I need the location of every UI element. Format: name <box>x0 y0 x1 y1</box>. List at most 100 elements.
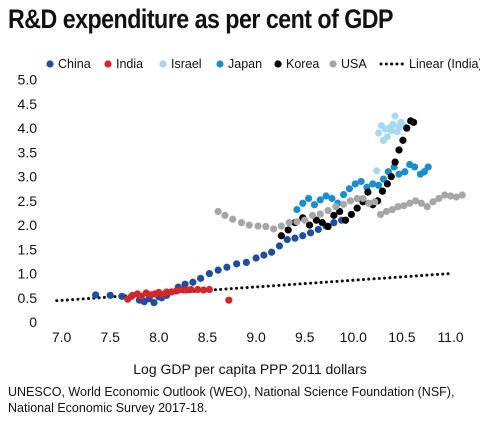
point-usa <box>324 206 332 215</box>
point-israel <box>389 120 397 128</box>
point-usa <box>423 203 431 211</box>
point-china <box>242 258 250 266</box>
point-israel <box>387 126 395 135</box>
x-tick-label: 11.0 <box>437 329 463 345</box>
point-china <box>275 242 284 250</box>
point-usa <box>339 200 348 208</box>
point-china <box>223 263 231 271</box>
data-points <box>92 112 466 307</box>
point-japan <box>424 163 432 171</box>
legend-marker-korea <box>274 60 282 68</box>
point-usa <box>353 194 361 203</box>
point-usa <box>388 205 396 214</box>
series-israel <box>373 112 408 175</box>
legend-label-israel: Israel <box>171 57 202 71</box>
point-usa <box>316 210 324 218</box>
y-tick-label: 1.0 <box>18 266 38 282</box>
point-japan <box>357 177 365 186</box>
point-china <box>181 280 189 288</box>
point-japan <box>304 194 313 203</box>
point-china <box>268 248 276 256</box>
legend-label-korea: Korea <box>286 57 319 71</box>
point-japan <box>322 192 330 200</box>
point-japan <box>293 205 301 214</box>
trendline <box>55 272 453 303</box>
point-usa <box>458 191 466 199</box>
scatter-chart: China India Israel Japan Korea USA Linear (Ind… <box>18 57 480 377</box>
legend-label-india: India <box>116 57 143 71</box>
point-china <box>291 234 299 242</box>
series-india <box>124 285 233 304</box>
point-korea <box>324 222 332 231</box>
y-axis: 0 0.5 1.0 1.5 2.0 2.5 3.0 3.5 4.0 4.5 5.0 <box>18 72 38 330</box>
y-tick-label: 1.5 <box>18 241 38 257</box>
point-china <box>118 292 126 300</box>
point-japan <box>374 181 383 189</box>
point-japan <box>410 163 419 171</box>
point-china <box>233 260 241 268</box>
point-china <box>106 291 114 299</box>
point-china <box>205 269 213 278</box>
legend: China India Israel Japan Korea USA Linear (Ind… <box>46 57 480 71</box>
point-usa <box>245 221 253 229</box>
point-japan <box>310 201 319 209</box>
point-usa <box>346 197 354 205</box>
point-usa <box>429 198 437 206</box>
point-korea <box>391 158 399 166</box>
point-korea <box>364 188 372 196</box>
point-korea <box>284 226 292 234</box>
point-usa <box>269 225 278 233</box>
point-usa <box>332 203 340 211</box>
point-usa <box>221 211 229 219</box>
point-korea <box>387 173 395 181</box>
point-usa <box>417 199 425 207</box>
point-korea <box>399 136 407 144</box>
point-india <box>194 285 202 294</box>
point-usa <box>365 199 373 207</box>
legend-marker-china <box>46 60 54 68</box>
point-usa <box>452 193 460 201</box>
legend-label-japan: Japan <box>228 57 262 71</box>
point-japan <box>401 168 409 176</box>
point-japan <box>328 194 336 203</box>
point-china <box>330 219 338 227</box>
point-china <box>92 291 100 299</box>
point-china <box>197 274 205 282</box>
point-china <box>314 225 322 234</box>
point-china <box>306 229 315 237</box>
point-israel <box>383 133 391 141</box>
legend-marker-india <box>104 60 112 68</box>
point-usa <box>394 203 402 211</box>
y-tick-label: 4.0 <box>18 120 38 136</box>
point-usa <box>441 191 449 199</box>
point-japan <box>369 180 377 188</box>
point-usa <box>308 211 317 219</box>
point-india <box>199 286 208 294</box>
trendline-india <box>55 272 453 303</box>
point-usa <box>411 197 420 205</box>
point-china <box>283 236 291 244</box>
point-india <box>225 296 233 304</box>
point-usa <box>376 210 385 219</box>
point-korea <box>330 211 338 219</box>
x-tick-label: 8.0 <box>149 329 169 345</box>
point-china <box>214 266 222 274</box>
point-korea <box>410 118 418 126</box>
y-tick-label: 4.5 <box>18 96 38 112</box>
point-japan <box>420 168 428 176</box>
legend-marker-usa <box>329 60 337 68</box>
legend-marker-israel <box>159 60 167 68</box>
x-axis-label: Log GDP per capita PPP 2011 dollars <box>133 361 366 377</box>
point-usa <box>285 219 293 227</box>
point-india <box>187 285 195 294</box>
y-tick-label: 3.5 <box>18 144 38 160</box>
point-usa <box>254 222 262 230</box>
point-japan <box>395 170 403 178</box>
chart-title: R&D expenditure as per cent of GDP <box>8 4 394 34</box>
point-israel <box>391 112 399 120</box>
point-usa <box>229 215 237 223</box>
point-korea <box>336 207 344 216</box>
series-usa <box>214 191 466 233</box>
x-tick-label: 9.0 <box>246 329 266 345</box>
point-korea <box>305 221 314 229</box>
